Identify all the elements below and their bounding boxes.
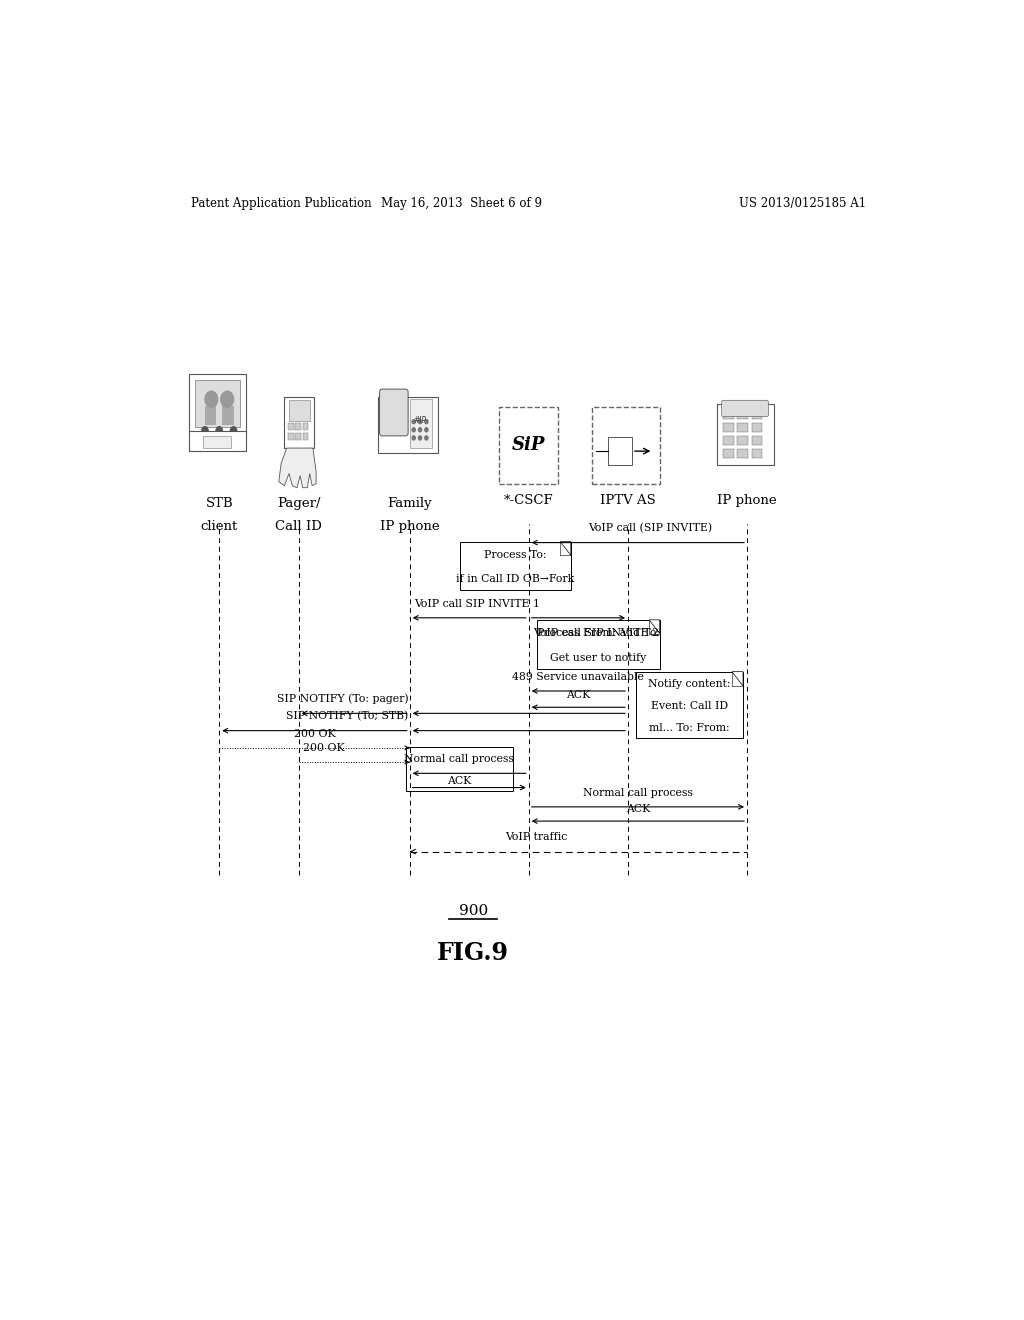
Text: 200 OK: 200 OK [294,729,336,739]
Circle shape [221,391,233,408]
Circle shape [419,420,422,424]
FancyBboxPatch shape [204,436,231,447]
Circle shape [412,428,416,432]
Circle shape [230,426,237,434]
Text: VoIP traffic: VoIP traffic [506,833,568,842]
Text: Normal call process: Normal call process [404,754,514,764]
FancyBboxPatch shape [723,422,733,432]
FancyBboxPatch shape [752,449,762,458]
Circle shape [205,391,218,408]
Polygon shape [732,672,743,686]
FancyBboxPatch shape [752,422,762,432]
Text: IP phone: IP phone [717,495,777,507]
FancyBboxPatch shape [303,433,308,440]
FancyBboxPatch shape [737,409,748,418]
Circle shape [216,426,222,434]
Text: SIP NOTIFY (To: pager): SIP NOTIFY (To: pager) [276,693,409,704]
Circle shape [425,428,428,432]
Text: VoIP call SIP INVITE 1: VoIP call SIP INVITE 1 [414,599,540,609]
Text: Process To:: Process To: [484,550,547,560]
Text: ACK: ACK [626,804,650,814]
Text: Notify content:: Notify content: [648,678,731,689]
Circle shape [425,420,428,424]
FancyBboxPatch shape [222,407,233,425]
Text: STB: STB [206,498,233,511]
FancyBboxPatch shape [189,374,246,433]
FancyBboxPatch shape [737,422,748,432]
Text: if in Call ID OB→Fork: if in Call ID OB→Fork [456,574,574,585]
FancyBboxPatch shape [303,422,308,430]
Text: VoIP call (SIP INVITE): VoIP call (SIP INVITE) [588,523,712,533]
Circle shape [419,436,422,440]
Circle shape [419,428,422,432]
FancyBboxPatch shape [296,422,301,430]
Circle shape [202,426,208,434]
FancyBboxPatch shape [723,436,733,445]
Text: 900: 900 [459,903,487,917]
Text: 200 OK: 200 OK [303,743,344,752]
FancyBboxPatch shape [737,449,748,458]
Text: May 16, 2013  Sheet 6 of 9: May 16, 2013 Sheet 6 of 9 [381,197,542,210]
Text: Pager/: Pager/ [276,498,321,511]
Circle shape [425,436,428,440]
Text: FIG.9: FIG.9 [437,941,509,965]
FancyBboxPatch shape [285,397,314,447]
Text: IPTV AS: IPTV AS [600,495,655,507]
FancyBboxPatch shape [752,436,762,445]
FancyBboxPatch shape [289,422,294,430]
Polygon shape [560,541,570,556]
Text: #IP: #IP [414,416,427,425]
Polygon shape [649,620,659,634]
FancyBboxPatch shape [289,400,309,421]
Text: *-CSCF: *-CSCF [504,495,554,507]
Text: Patent Application Publication: Patent Application Publication [191,197,372,210]
Text: Get user to notify: Get user to notify [550,652,646,663]
FancyBboxPatch shape [592,408,659,483]
FancyBboxPatch shape [752,409,762,418]
FancyBboxPatch shape [406,747,513,791]
Text: SIP NOTIFY (To; STB): SIP NOTIFY (To; STB) [286,711,409,722]
FancyBboxPatch shape [378,397,437,453]
FancyBboxPatch shape [289,433,294,440]
Text: SiP: SiP [511,436,545,454]
Circle shape [412,436,416,440]
Text: ACK: ACK [447,776,471,785]
Text: 489 Service unavailable: 489 Service unavailable [512,672,644,682]
Text: client: client [201,520,238,533]
FancyBboxPatch shape [723,409,733,418]
Text: US 2013/0125185 A1: US 2013/0125185 A1 [739,197,866,210]
FancyBboxPatch shape [380,389,409,436]
FancyBboxPatch shape [205,407,216,425]
Circle shape [412,420,416,424]
FancyBboxPatch shape [717,404,774,466]
FancyBboxPatch shape [460,541,570,590]
FancyBboxPatch shape [296,433,301,440]
Text: Family: Family [387,498,432,511]
Text: VoIP call SIP INVITE 2: VoIP call SIP INVITE 2 [532,628,658,638]
FancyBboxPatch shape [737,436,748,445]
FancyBboxPatch shape [196,380,240,426]
Text: Normal call process: Normal call process [583,788,693,797]
Text: ACK: ACK [566,690,591,700]
FancyBboxPatch shape [722,400,768,417]
FancyBboxPatch shape [410,399,432,447]
Text: Call ID: Call ID [275,520,323,533]
Polygon shape [279,447,316,487]
Text: ml... To: From:: ml... To: From: [649,723,730,733]
Text: IP phone: IP phone [380,520,439,533]
Text: Process From: and To:: Process From: and To: [537,628,659,639]
FancyBboxPatch shape [537,620,659,669]
FancyBboxPatch shape [636,672,743,738]
FancyBboxPatch shape [608,437,632,466]
FancyBboxPatch shape [723,449,733,458]
FancyBboxPatch shape [189,430,246,451]
FancyBboxPatch shape [499,408,558,483]
Text: Event: Call ID: Event: Call ID [651,701,728,710]
